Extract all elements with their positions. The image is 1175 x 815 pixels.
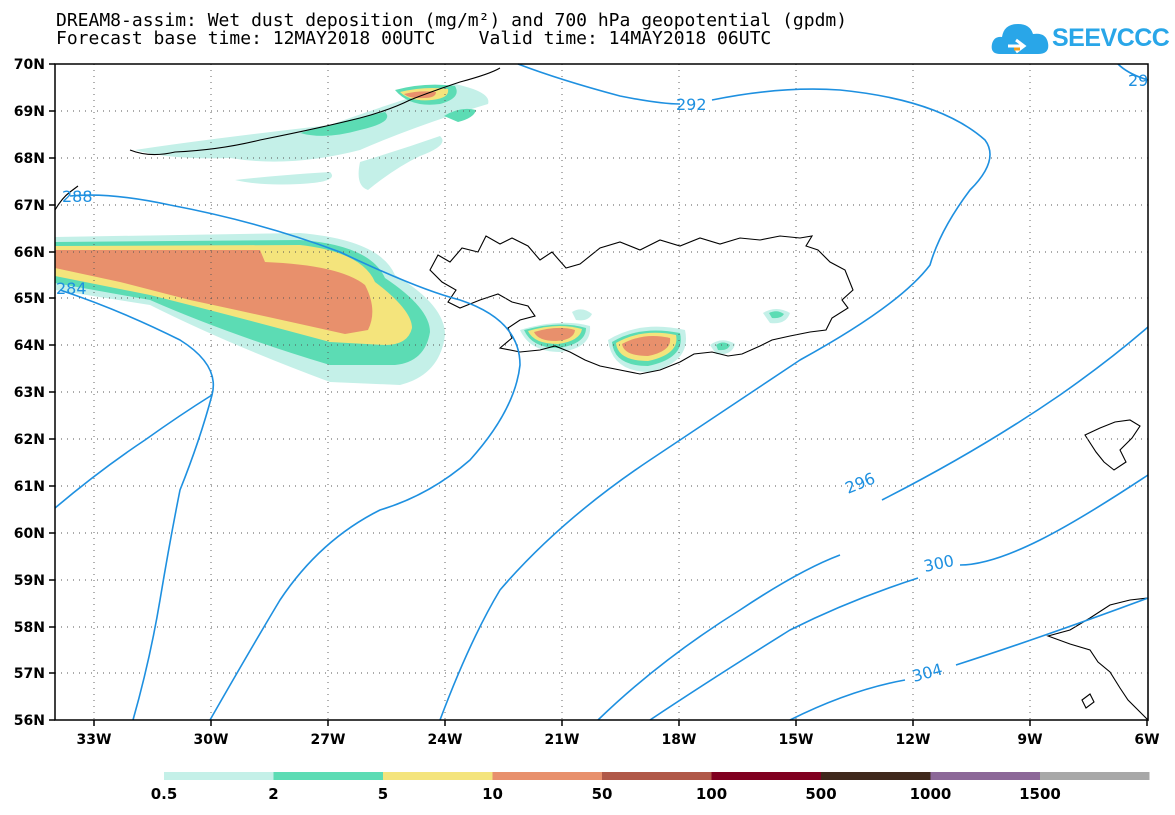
contour-300 xyxy=(649,474,1149,721)
map-title-line1: DREAM8-assim: Wet dust deposition (mg/m²… xyxy=(56,10,848,31)
longitude-labels: 33W 30W 27W 24W 21W 18W 15W 12W 9W 6W xyxy=(77,732,1160,748)
contour-304 xyxy=(789,597,1149,721)
contour-label-284: 284 xyxy=(56,279,87,298)
lon-label-12w: 12W xyxy=(896,732,931,748)
lat-label-59n: 59N xyxy=(14,573,45,589)
lat-label-63n: 63N xyxy=(14,385,45,401)
graticule xyxy=(55,64,1148,720)
lon-label-15w: 15W xyxy=(779,732,814,748)
island-coast xyxy=(1081,693,1095,709)
coastlines xyxy=(54,67,1149,722)
legend-swatch-5 xyxy=(711,772,821,780)
lon-label-6w: 6W xyxy=(1134,732,1159,748)
lat-label-70n: 70N xyxy=(14,57,45,73)
legend-label-2: 5 xyxy=(378,785,388,803)
dust-deposition-fill xyxy=(55,84,790,385)
contour-296 xyxy=(597,326,1149,721)
legend-label-8: 1500 xyxy=(1019,785,1061,803)
legend-swatch-8 xyxy=(1040,772,1150,780)
contour-top-right xyxy=(1117,63,1149,81)
lon-label-24w: 24W xyxy=(428,732,463,748)
legend-swatch-6 xyxy=(821,772,931,780)
contour-sw xyxy=(54,394,213,509)
lat-label-56n: 56N xyxy=(14,713,45,729)
lat-label-68n: 68N xyxy=(14,151,45,167)
contour-292 xyxy=(439,63,991,721)
lon-label-9w: 9W xyxy=(1017,732,1042,748)
contour-label-300: 300 xyxy=(922,551,956,576)
faroe-shetland-coast xyxy=(1084,419,1141,471)
lat-label-58n: 58N xyxy=(14,620,45,636)
legend-swatch-3 xyxy=(492,772,602,780)
contour-label-292: 292 xyxy=(676,95,707,114)
scotland-coast xyxy=(1046,597,1149,722)
lon-label-18w: 18W xyxy=(662,732,697,748)
legend-label-0: 0.5 xyxy=(151,785,178,803)
contour-label-288: 288 xyxy=(62,187,93,206)
legend-swatch-2 xyxy=(383,772,493,780)
cloud-icon xyxy=(991,24,1049,54)
latitude-labels: 70N 69N 68N 67N 66N 65N 64N 63N 62N 61N … xyxy=(14,57,45,729)
lat-label-64n: 64N xyxy=(14,338,45,354)
greenland-east-coast xyxy=(129,67,501,156)
geopotential-contours xyxy=(54,63,1149,721)
lon-label-21w: 21W xyxy=(545,732,580,748)
legend-swatch-1 xyxy=(273,772,383,780)
frame-ticks xyxy=(49,63,1148,726)
lat-label-60n: 60N xyxy=(14,526,45,542)
map-title-line2: Forecast base time: 12MAY2018 00UTC Vali… xyxy=(56,28,772,49)
legend-label-1: 2 xyxy=(268,785,278,803)
lat-label-62n: 62N xyxy=(14,432,45,448)
legend-label-4: 50 xyxy=(592,785,613,803)
greenland-southeast-coast xyxy=(54,185,79,211)
legend-label-7: 1000 xyxy=(910,785,952,803)
contour-label-296: 296 xyxy=(842,469,877,498)
lon-label-30w: 30W xyxy=(194,732,229,748)
lat-label-65n: 65N xyxy=(14,291,45,307)
legend-label-6: 500 xyxy=(805,785,836,803)
legend-swatch-7 xyxy=(930,772,1040,780)
lon-label-33w: 33W xyxy=(77,732,112,748)
iceland-coast xyxy=(429,235,854,375)
lon-label-27w: 27W xyxy=(311,732,346,748)
lat-label-67n: 67N xyxy=(14,198,45,214)
legend-swatch-4 xyxy=(602,772,712,780)
lat-label-57n: 57N xyxy=(14,666,45,682)
lat-label-66n: 66N xyxy=(14,245,45,261)
lat-label-61n: 61N xyxy=(14,479,45,495)
logo-wordmark: SEEVCCC xyxy=(1052,24,1170,52)
contour-284-tail xyxy=(59,289,214,721)
legend-label-5: 100 xyxy=(696,785,727,803)
contour-labels: 292 296 300 304 288 284 29 xyxy=(56,71,1148,686)
color-legend: 0.5 2 5 10 50 100 500 1000 1500 xyxy=(151,772,1150,803)
contour-label-29: 29 xyxy=(1128,71,1148,90)
contour-288 xyxy=(69,194,521,721)
lat-label-69n: 69N xyxy=(14,104,45,120)
legend-swatch-0 xyxy=(164,772,274,780)
contour-label-304: 304 xyxy=(910,660,944,686)
legend-label-3: 10 xyxy=(482,785,503,803)
